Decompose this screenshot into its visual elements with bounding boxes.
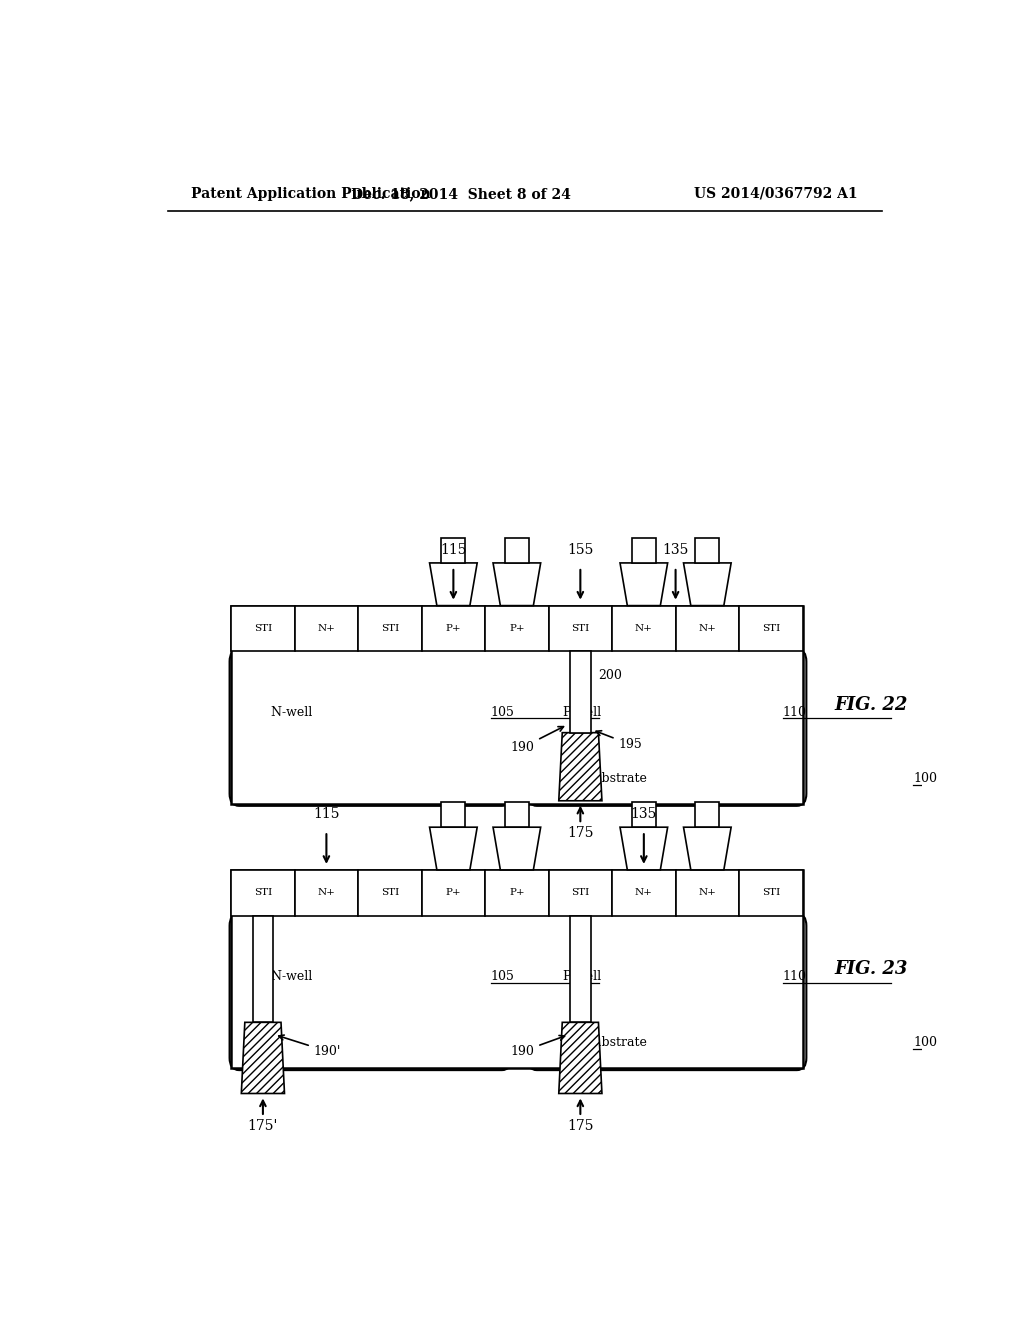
Text: STI: STI	[381, 624, 399, 634]
Bar	[570, 916, 591, 1022]
Text: P+: P+	[509, 888, 524, 898]
Text: P-well: P-well	[562, 706, 605, 719]
Polygon shape	[559, 1022, 602, 1093]
Polygon shape	[430, 562, 477, 606]
Bar	[253, 916, 273, 1022]
Bar	[632, 537, 656, 562]
Text: US 2014/0367792 A1: US 2014/0367792 A1	[694, 187, 858, 201]
Text: 105: 105	[490, 706, 515, 719]
Text: N+: N+	[635, 888, 652, 898]
Text: 100: 100	[913, 772, 937, 785]
Text: 190': 190'	[279, 1035, 341, 1057]
Bar	[739, 870, 803, 916]
Polygon shape	[684, 562, 731, 606]
Text: 135: 135	[663, 543, 689, 557]
Bar	[612, 606, 676, 651]
Bar	[295, 870, 358, 916]
Text: STI: STI	[254, 624, 272, 634]
Bar	[676, 870, 739, 916]
Text: 195: 195	[596, 731, 642, 751]
Bar	[441, 537, 466, 562]
Text: Dec. 18, 2014  Sheet 8 of 24: Dec. 18, 2014 Sheet 8 of 24	[351, 187, 571, 201]
FancyBboxPatch shape	[527, 649, 806, 805]
Text: 100: 100	[913, 1036, 937, 1049]
Polygon shape	[494, 562, 541, 606]
Bar	[231, 606, 295, 651]
Text: 190: 190	[511, 726, 563, 754]
Text: N+: N+	[698, 888, 716, 898]
Text: 155: 155	[567, 543, 594, 557]
Bar	[676, 606, 739, 651]
Text: 115: 115	[440, 543, 467, 557]
Bar	[570, 651, 591, 733]
Bar	[295, 606, 358, 651]
Text: N-well: N-well	[270, 970, 316, 983]
Bar	[485, 870, 549, 916]
Bar	[485, 606, 549, 651]
Bar	[632, 801, 656, 828]
Text: 115: 115	[313, 807, 340, 821]
Bar	[358, 870, 422, 916]
Polygon shape	[620, 828, 668, 870]
Text: N+: N+	[698, 624, 716, 634]
Text: 110: 110	[782, 706, 807, 719]
Text: P+: P+	[445, 888, 461, 898]
Bar	[441, 801, 466, 828]
Bar	[422, 870, 485, 916]
Bar	[231, 870, 803, 1068]
Polygon shape	[494, 828, 541, 870]
Polygon shape	[620, 562, 668, 606]
Text: N+: N+	[317, 624, 335, 634]
Text: STI: STI	[571, 888, 590, 898]
Text: Substrate: Substrate	[586, 772, 651, 785]
Bar	[231, 870, 295, 916]
Text: P+: P+	[445, 624, 461, 634]
Text: 200: 200	[598, 669, 623, 682]
Polygon shape	[559, 733, 602, 801]
Bar	[695, 537, 720, 562]
Text: P-well: P-well	[562, 970, 605, 983]
FancyBboxPatch shape	[229, 913, 511, 1071]
Bar	[231, 606, 803, 804]
Bar	[695, 801, 720, 828]
Text: 190: 190	[511, 1035, 564, 1057]
Polygon shape	[684, 828, 731, 870]
Bar	[358, 606, 422, 651]
Text: 175: 175	[567, 826, 594, 840]
Text: 175: 175	[567, 1119, 594, 1133]
Text: Patent Application Publication: Patent Application Publication	[191, 187, 431, 201]
Text: 105: 105	[490, 970, 515, 983]
Text: 175': 175'	[248, 1119, 279, 1133]
Bar	[505, 801, 529, 828]
Text: STI: STI	[254, 888, 272, 898]
Polygon shape	[430, 828, 477, 870]
Text: 110: 110	[782, 970, 807, 983]
Bar	[505, 537, 529, 562]
Bar	[422, 606, 485, 651]
Text: STI: STI	[762, 624, 780, 634]
Text: N+: N+	[317, 888, 335, 898]
Text: N+: N+	[635, 624, 652, 634]
Bar	[549, 606, 612, 651]
Polygon shape	[242, 1022, 285, 1093]
Text: STI: STI	[381, 888, 399, 898]
Bar	[549, 870, 612, 916]
Text: 135: 135	[631, 807, 657, 821]
Text: N-well: N-well	[270, 706, 316, 719]
FancyBboxPatch shape	[229, 649, 511, 805]
Text: STI: STI	[762, 888, 780, 898]
Text: STI: STI	[571, 624, 590, 634]
Bar	[612, 870, 676, 916]
Text: FIG. 22: FIG. 22	[835, 696, 907, 714]
Text: P+: P+	[509, 624, 524, 634]
Text: Substrate: Substrate	[586, 1036, 651, 1049]
FancyBboxPatch shape	[527, 913, 806, 1071]
Bar	[739, 606, 803, 651]
Text: FIG. 23: FIG. 23	[835, 960, 907, 978]
